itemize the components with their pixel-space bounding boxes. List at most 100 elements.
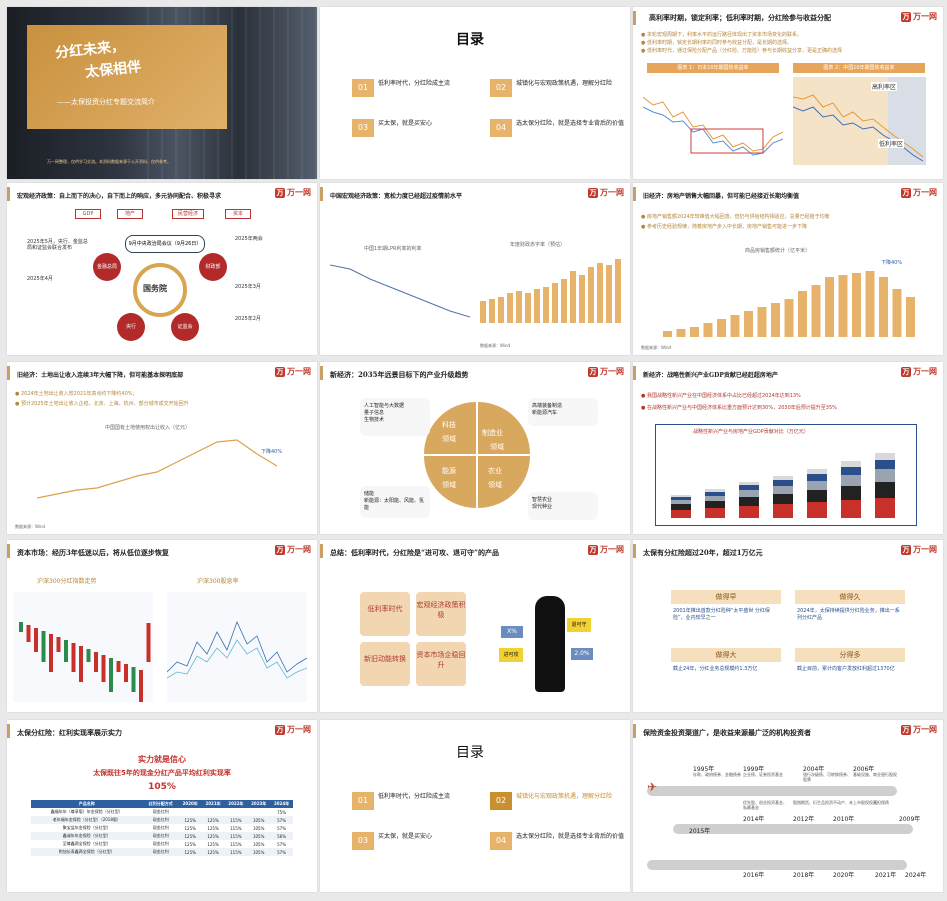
quad-sub-agri: 领域 [488, 481, 502, 489]
bar [744, 311, 753, 337]
card-3: 做得大 截止24年，分红业务总规模约1.3万亿 [671, 648, 781, 698]
stack-segment [875, 469, 895, 482]
bar [892, 289, 902, 337]
toc-item-1[interactable]: 01 低利率时代，分红险成主流 [352, 79, 482, 97]
slide-title: 中国宏观经济政策：宽松力度已经超过疫情前水平 [330, 193, 463, 200]
toc-num: 04 [490, 832, 512, 850]
slide-toc-1[interactable]: 目录 01 低利率时代，分红险成主流 02 城镇化与宏观政策机遇，理解分红险 0… [320, 7, 630, 179]
slide-title: 新经济：2035年远景目标下的产业升级趋势 [330, 370, 469, 379]
stack-segment [841, 461, 861, 467]
bar [570, 271, 576, 323]
road-bot [647, 860, 907, 870]
slide-cover[interactable]: 分红未来， 太保相伴 ——太保投资分红专题交流简介 万一网整理，仅供学习交流。本… [7, 7, 317, 179]
table-cell [202, 808, 225, 816]
slide-dividend-realization[interactable]: 太保分红险：红利实现率展示实力 万万一网 实力就是信心 太保既往5年的现金分红产… [7, 720, 317, 892]
sales-bars [663, 271, 915, 337]
candle [109, 658, 113, 692]
card-1: 01 做得早 2001年推出首款分红险种“太平盛世 分红保险”，业内较早之一 [671, 590, 781, 640]
land-line-chart [37, 439, 278, 499]
tl-item-3: 生物技术 [364, 417, 385, 423]
brand-logo: 万万一网 [275, 188, 311, 198]
slide-strategic-industries[interactable]: 新经济：战略性新兴产业GDP贡献已经赶超房地产 万万一网 ● 我国战略性新兴产业… [633, 362, 943, 534]
table-cell: 125% [207, 817, 219, 823]
timeline-year: 2016年 [743, 872, 765, 879]
bar [771, 303, 780, 337]
bar [879, 277, 888, 337]
toc-item-4[interactable]: 04 选太保分红险，就是选择专业背后的价值 [490, 119, 624, 137]
slide-title: 资本市场：经历3年低迷以后，将从低位逐步恢复 [17, 548, 169, 557]
slide-real-estate-sales[interactable]: 旧经济：房地产销售大幅回暴，但可能已经接近长期均衡值 万万一网 ● 房地产销售额… [633, 183, 943, 355]
quad-sub-mfg: 领域 [490, 443, 504, 451]
toc-num: 04 [490, 119, 512, 137]
accent-bar [320, 187, 323, 201]
timeline-note: 不动产、未上市股权投资 [833, 800, 877, 805]
toc-item-3[interactable]: 03 买太保，就是买安心 [352, 119, 482, 137]
summary-box-1: 低利率时代 [360, 592, 410, 636]
chart2-title: 沪深300股息率 [197, 578, 239, 585]
bar [825, 277, 834, 337]
slide-investment-channels[interactable]: 保险资金投资渠道广，是收益来源最广泛的机构投资者 万万一网 ✈ 1995年 199… [633, 720, 943, 892]
bullet-2: ● 低利率时期，锁定长期利率的同时参与收益分配，是长期的选择。 [641, 40, 792, 46]
bar [480, 301, 486, 323]
candle [86, 649, 91, 662]
slogan-3: 105% [148, 782, 176, 792]
slide-toc-2[interactable]: 目录 01 低利率时代，分红险成主流 02 城镇化与宏观政策机遇，理解分红险 0… [320, 720, 630, 892]
stack-segment [705, 489, 725, 492]
toc-item-1[interactable]: 01 低利率时代，分红险成主流 [352, 792, 482, 810]
slide-new-economy-2035[interactable]: 新经济：2035年远景目标下的产业升级趋势 万万一网 科技 领域 制造业 领域 … [320, 362, 630, 534]
stack-segment [807, 481, 827, 490]
table-cell: 现金红利 [152, 825, 169, 830]
table-cell: 老年福年金保险（分红型）（2018版） [52, 817, 121, 822]
bar [703, 323, 713, 337]
table-cell: 115% [230, 841, 242, 847]
slide-macro-policy[interactable]: 宏观经济政策：自上而下的决心，自下而上的响应，多元协同配合、积极寻求 万万一网 … [7, 183, 317, 355]
high-rate-zone [793, 77, 888, 165]
stack-segment [739, 482, 759, 485]
table-cell: 57% [277, 841, 286, 847]
toc-item-4[interactable]: 04 选太保分红险，就是选择专业背后的价值 [490, 832, 624, 850]
slide-title: 太保分红险：红利实现率展示实力 [17, 728, 122, 737]
slide-title: 高利率时期，锁定利率；低利率时期，分红险参与收益分配 [649, 13, 831, 22]
quad-label-energy: 能源 [442, 467, 456, 475]
stack-segment [875, 460, 895, 469]
slide-summary[interactable]: 总结：低利率时代，分红险是“进可攻、退可守”的产品 万万一网 低利率时代 宏观经… [320, 540, 630, 712]
card-2: 做得久 2024年，太保持续提供分红险业务，推出一系列分红产品 [795, 590, 905, 640]
policy-tag-1: GDP [75, 209, 101, 219]
timeline-year: 2014年 [743, 816, 765, 823]
accent-bar [633, 366, 636, 380]
accent-bar [633, 724, 636, 738]
stack-segment [671, 495, 691, 497]
brand-logo: 万万一网 [901, 725, 937, 735]
table-cell: 现金红利 [152, 849, 169, 854]
toc-text: 选太保分红险，就是选择专业背后的价值 [516, 833, 625, 840]
timeline-year: 2004年 [803, 766, 825, 773]
tl-item-2: 量子信息 [364, 410, 385, 416]
stack-segment [739, 497, 759, 506]
stack-segment [705, 508, 725, 518]
toc-item-2-active[interactable]: 02 城镇化与宏观政策机遇，理解分红险 [490, 792, 620, 810]
bar [798, 291, 807, 337]
bar [525, 293, 531, 323]
table-cell: 125% [207, 849, 219, 855]
toc-heading: 目录 [456, 32, 484, 48]
knight-figure [535, 596, 565, 692]
slide-title: 总结：低利率时代，分红险是“进可攻、退可守”的产品 [330, 548, 500, 557]
slide-macro-easing[interactable]: 中国宏观经济政策：宽松力度已经超过疫情前水平 万万一网 中国1年期LPR利率的利… [320, 183, 630, 355]
slide-land-revenue[interactable]: 旧经济：土地出让收入连续3年大幅下降，但可能基本探明底部 万万一网 ● 2024… [7, 362, 317, 534]
card-text: 2001年推出首款分红险种“太平盛世 分红保险”，业内较早之一 [673, 608, 770, 621]
slide-interest-rates[interactable]: 高利率时期，锁定利率；低利率时期，分红险参与收益分配 万万一网 ● 本轮宏观周期… [633, 7, 943, 179]
timeline-year: 1995年 [693, 766, 715, 773]
candle [124, 664, 128, 682]
toc-item-2[interactable]: 02 城镇化与宏观政策机遇，理解分红险 [490, 79, 620, 97]
plane-icon: ✈ [647, 780, 658, 794]
toc-item-3[interactable]: 03 买太保，就是买安心 [352, 832, 482, 850]
slide-capital-market[interactable]: 资本市场：经历3年低迷以后，将从低位逐步恢复 万万一网 沪深300分红指数走势 … [7, 540, 317, 712]
table-cell: 125% [207, 833, 219, 839]
right-note-3: 2025年2月 [235, 316, 261, 322]
down-tag: 下降40% [881, 260, 903, 266]
chart1-title: 沪深300分红指数走势 [37, 578, 97, 585]
timeline-note: 企业债、证券投资基金 [743, 772, 783, 777]
chart-right-label: 年度财政赤字率（预估） [510, 242, 566, 248]
candle [34, 628, 38, 652]
